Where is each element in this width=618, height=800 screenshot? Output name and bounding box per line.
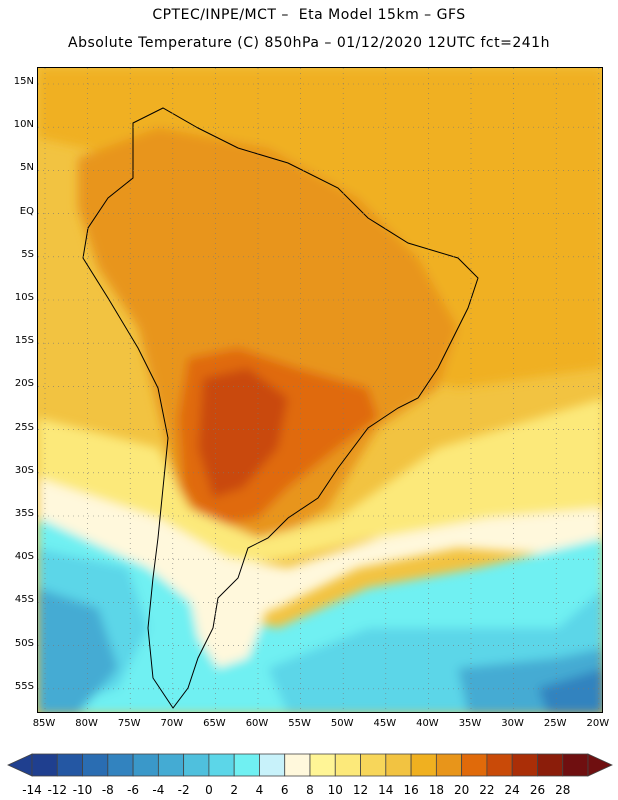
lon-label: 45W <box>373 718 397 729</box>
colorbar-label: -2 <box>177 783 190 797</box>
field-south-cream <box>38 478 602 628</box>
field-continent-orange <box>78 128 458 538</box>
colorbar-label: 20 <box>453 783 470 797</box>
lon-label: 70W <box>160 718 184 729</box>
colorbar-cell <box>82 753 109 777</box>
lon-label: 65W <box>203 718 226 729</box>
lon-label: 55W <box>288 718 311 729</box>
title-line-2: Absolute Temperature (C) 850hPa – 01/12/… <box>68 35 550 51</box>
colorbar-arrow-left <box>7 753 33 777</box>
lat-label: 5S <box>21 248 34 260</box>
colorbar-label: 22 <box>479 783 495 797</box>
colorbar-cell <box>435 753 463 777</box>
lon-label: 85W <box>32 718 56 729</box>
lat-label: 10N <box>13 119 34 131</box>
colorbar-label: 14 <box>378 783 394 797</box>
colorbar-label: 18 <box>428 783 444 797</box>
lon-label: 30W <box>501 718 524 729</box>
colorbar-label: 26 <box>529 783 546 797</box>
lat-label: 50S <box>14 637 34 649</box>
colorbar-label: -12 <box>47 783 68 797</box>
colorbar-cell <box>511 753 538 777</box>
colorbar-label: 10 <box>327 783 343 797</box>
colorbar-label: 28 <box>555 783 571 797</box>
field-chaco-hottest <box>198 368 288 498</box>
colorbar-cell <box>309 753 336 777</box>
colorbar-label: 12 <box>352 783 369 797</box>
lon-label: 20W <box>586 718 610 729</box>
colorbar-label: 8 <box>306 783 314 797</box>
coastline <box>82 107 479 709</box>
colorbar-cell <box>385 753 412 777</box>
colorbar-cell <box>208 753 235 777</box>
colorbar-cell <box>360 753 387 777</box>
lon-label: 50W <box>330 718 354 729</box>
colorbar-cell <box>486 753 513 777</box>
lat-label: 15N <box>13 76 34 87</box>
lat-label: 35S <box>14 508 34 519</box>
lat-label: 25S <box>14 421 34 433</box>
lon-label: 35W <box>458 718 482 729</box>
lat-label: 40S <box>14 551 34 563</box>
lat-label: 15S <box>14 335 34 347</box>
map-canvas <box>38 68 602 712</box>
colorbar-label: 16 <box>403 783 419 797</box>
colorbar-cell <box>233 753 260 777</box>
colorbar-label: -8 <box>101 783 114 797</box>
lat-label: EQ <box>19 205 34 217</box>
colorbar-cell <box>56 753 83 777</box>
colorbar-label: 4 <box>255 783 264 797</box>
lon-label: 80W <box>75 718 98 729</box>
lon-label: 40W <box>416 718 439 729</box>
field-cold-deep <box>38 588 118 712</box>
colorbar-label: 24 <box>504 783 520 797</box>
colorbar-label: -14 <box>22 783 42 797</box>
lon-label: 25W <box>543 718 567 729</box>
colorbar-cell <box>461 753 488 777</box>
colorbar-cell <box>334 753 361 777</box>
lat-label: 10S <box>14 292 34 303</box>
lat-label: 30S <box>14 464 34 476</box>
colorbar-cell <box>259 753 286 777</box>
colorbar-cell <box>31 753 58 777</box>
lon-label: 60W <box>245 718 269 729</box>
colorbar-cell <box>284 753 311 777</box>
lat-label: 5N <box>20 162 34 174</box>
colorbar-cell <box>410 753 437 777</box>
temperature-map <box>37 67 603 713</box>
lon-label: 75W <box>117 718 141 729</box>
colorbar-cell <box>537 753 564 777</box>
colorbar-arrow-right <box>587 753 613 777</box>
colorbar-label: 6 <box>280 783 289 797</box>
colorbar-cell <box>183 753 210 777</box>
lat-label: 45S <box>14 594 34 606</box>
colorbar-label: -6 <box>127 783 140 797</box>
lat-label: 55S <box>14 680 34 692</box>
colorbar-label: -10 <box>72 783 93 797</box>
colorbar-label: 0 <box>205 783 213 797</box>
field-southeast-coldest <box>538 668 602 712</box>
colorbar-cell <box>107 753 134 777</box>
colorbar-cell <box>157 753 185 777</box>
colorbar-label: 2 <box>230 783 238 797</box>
colorbar-cell <box>132 753 159 777</box>
title-line-1: CPTEC/INPE/MCT – Eta Model 15km – GFS <box>152 7 466 23</box>
colorbar-label: -4 <box>152 783 165 797</box>
colorbar <box>7 753 613 777</box>
lat-label: 20S <box>14 378 34 390</box>
colorbar-cell <box>562 753 589 777</box>
